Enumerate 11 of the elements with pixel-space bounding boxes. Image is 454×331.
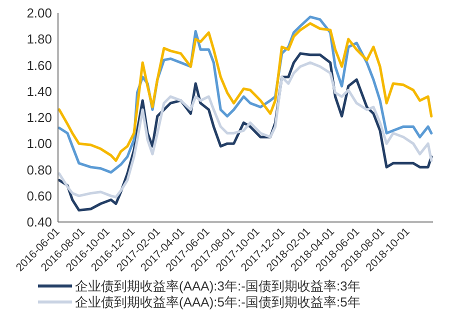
y-tick-label: 0.40 [26,214,52,230]
legend-label: 企业债到期收益率(AAA):5年:-国债到期收益率:5年 [75,294,360,310]
y-tick-label: 1.00 [26,136,52,152]
y-tick-label: 1.80 [26,32,52,47]
y-tick-label: 1.40 [26,84,52,99]
y-tick-label: 2.00 [26,6,52,20]
y-tick-label: 0.80 [26,162,52,178]
y-tick-label: 1.60 [26,58,52,73]
y-tick-label: 0.60 [26,188,52,204]
y-tick-label: 1.20 [26,110,52,125]
legend-label: 企业债到期收益率(AAA):3年:-国债到期收益率:3年 [75,278,360,294]
